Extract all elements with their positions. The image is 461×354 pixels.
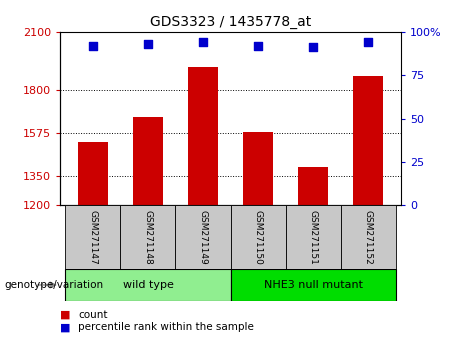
Bar (188, 67, 218, 205)
Bar (120, 205, 176, 269)
Bar (176, 205, 230, 269)
Bar (341, 205, 396, 269)
Text: GSM271151: GSM271151 (308, 210, 318, 265)
Text: genotype/variation: genotype/variation (5, 280, 104, 290)
Text: count: count (78, 310, 108, 320)
Bar (285, 205, 341, 269)
Point (89, 43, 97, 48)
Bar (298, 167, 328, 205)
Point (254, 43, 262, 48)
Text: percentile rank within the sample: percentile rank within the sample (78, 322, 254, 332)
Bar (353, 76, 383, 205)
Text: NHE3 null mutant: NHE3 null mutant (264, 280, 362, 290)
Text: GSM271149: GSM271149 (199, 210, 207, 264)
Text: GSM271152: GSM271152 (364, 210, 372, 264)
Text: GSM271148: GSM271148 (143, 210, 153, 264)
Point (144, 41, 152, 47)
Bar (78, 142, 108, 205)
Text: wild type: wild type (123, 280, 173, 290)
Bar (65, 205, 120, 269)
Title: GDS3323 / 1435778_at: GDS3323 / 1435778_at (150, 16, 311, 29)
Text: ■: ■ (60, 322, 71, 332)
Bar (133, 117, 163, 205)
Point (199, 39, 207, 45)
Text: GSM271147: GSM271147 (89, 210, 97, 264)
Bar (243, 132, 273, 205)
Bar (230, 205, 285, 269)
Text: GSM271150: GSM271150 (254, 210, 262, 265)
Text: ■: ■ (60, 310, 71, 320)
Bar (230, 269, 396, 301)
Bar (65, 269, 230, 301)
Point (364, 39, 372, 45)
Point (309, 45, 317, 50)
